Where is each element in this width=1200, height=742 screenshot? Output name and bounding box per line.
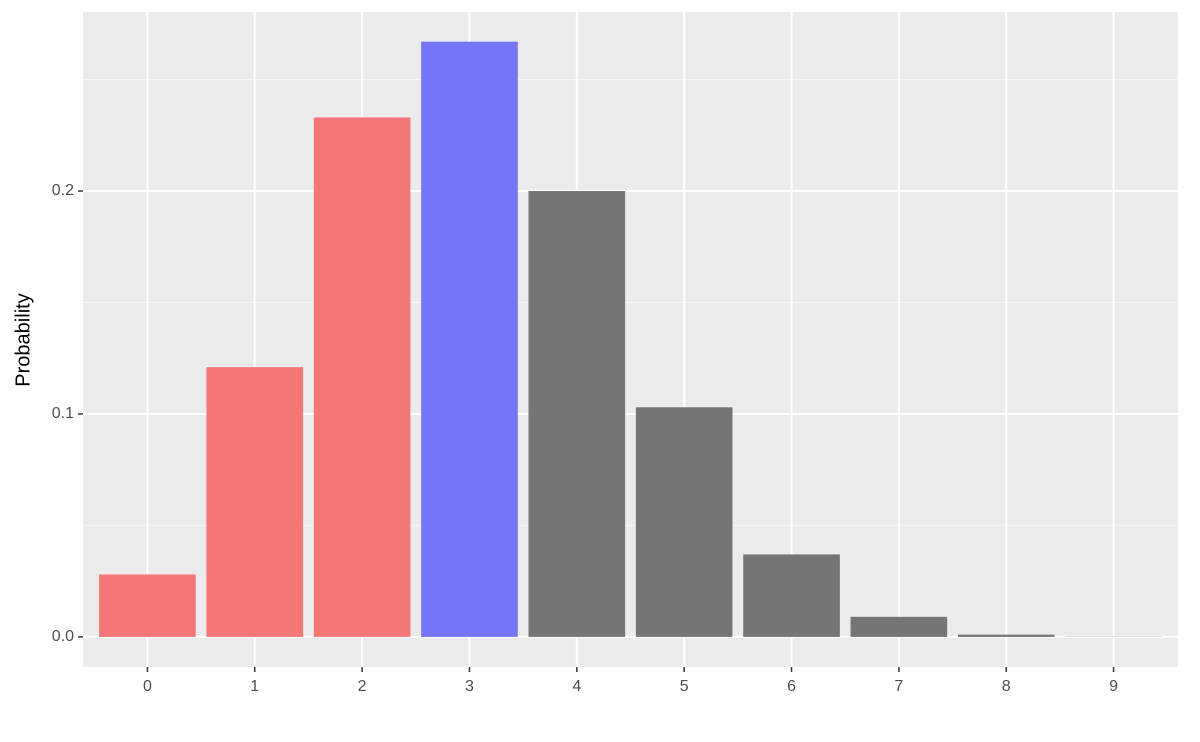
x-tick-label: 6 bbox=[787, 678, 796, 695]
x-tick-label: 7 bbox=[894, 678, 903, 695]
x-tick-label: 2 bbox=[358, 678, 367, 695]
y-tick-label: 0.1 bbox=[52, 405, 74, 422]
bar bbox=[528, 191, 626, 637]
y-axis-label: Probability bbox=[12, 293, 34, 386]
bar bbox=[313, 117, 411, 637]
x-tick-label: 0 bbox=[143, 678, 152, 695]
bar bbox=[206, 367, 304, 637]
x-tick-label: 9 bbox=[1109, 678, 1118, 695]
y-tick-label: 0.0 bbox=[52, 628, 74, 645]
x-tick-label: 1 bbox=[250, 678, 259, 695]
x-tick-label: 4 bbox=[572, 678, 581, 695]
bar bbox=[635, 407, 733, 637]
x-tick-label: 3 bbox=[465, 678, 474, 695]
bar bbox=[957, 634, 1055, 637]
bar bbox=[421, 41, 518, 637]
y-tick-label: 0.2 bbox=[52, 182, 74, 199]
x-tick-label: 5 bbox=[680, 678, 689, 695]
bar bbox=[743, 554, 840, 637]
bar bbox=[99, 574, 196, 637]
x-tick-label: 8 bbox=[1002, 678, 1011, 695]
bar bbox=[850, 616, 948, 637]
